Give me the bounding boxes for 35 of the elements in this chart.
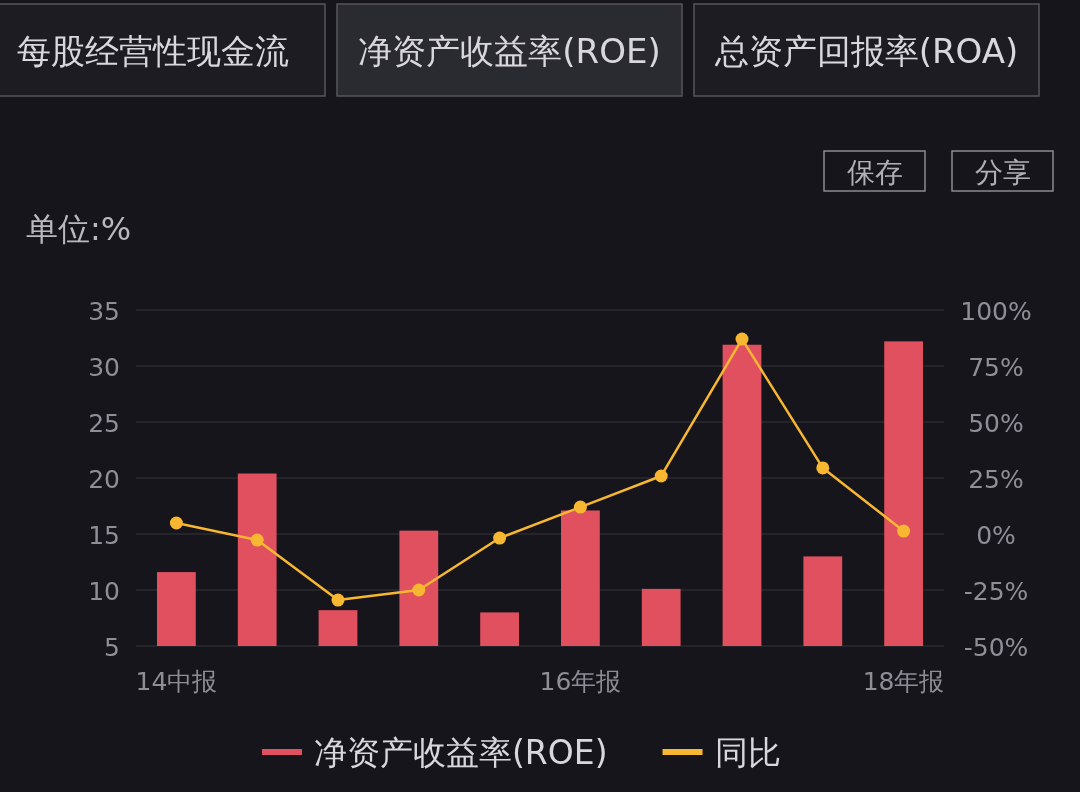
- y-axis-title: 单位:%: [26, 210, 132, 248]
- point: [897, 524, 911, 538]
- y2-tick-label: 75%: [968, 353, 1024, 382]
- point: [331, 593, 345, 607]
- x-tick-label: 18年报: [862, 667, 945, 696]
- y2-tick-label: 25%: [968, 465, 1024, 494]
- text: 每股经营性现金流: [16, 31, 289, 71]
- text: 保存: [846, 156, 903, 189]
- point: [573, 500, 587, 514]
- y2-tick-label: -25%: [963, 577, 1029, 606]
- point: [735, 332, 749, 346]
- point: [493, 531, 507, 545]
- x-tick-label: 16年报: [539, 667, 622, 696]
- legend-label: 净资产收益率(ROE): [314, 733, 608, 772]
- point: [654, 469, 668, 483]
- y-tick-label: 35: [88, 297, 120, 326]
- y-tick-label: 10: [88, 577, 120, 606]
- legend-label: 同比: [714, 733, 781, 772]
- y2-tick-label: 50%: [968, 409, 1024, 438]
- y-tick-label: 5: [104, 633, 120, 662]
- y2-tick-label: 0%: [976, 521, 1016, 550]
- point: [250, 533, 264, 547]
- y2-tick-label: -50%: [963, 633, 1029, 662]
- text: 净资产收益率(ROE): [358, 31, 661, 71]
- y-tick-label: 25: [88, 409, 120, 438]
- y2-tick-label: 100%: [960, 297, 1032, 326]
- text: 总资产回报率(ROA): [713, 31, 1019, 71]
- point: [169, 516, 183, 530]
- y-tick-label: 20: [88, 465, 120, 494]
- point: [816, 461, 830, 475]
- x-tick-label: 14中报: [135, 667, 218, 696]
- y-tick-label: 30: [88, 353, 120, 382]
- point: [412, 583, 426, 597]
- y-tick-label: 15: [88, 521, 120, 550]
- text: 分享: [974, 156, 1031, 189]
